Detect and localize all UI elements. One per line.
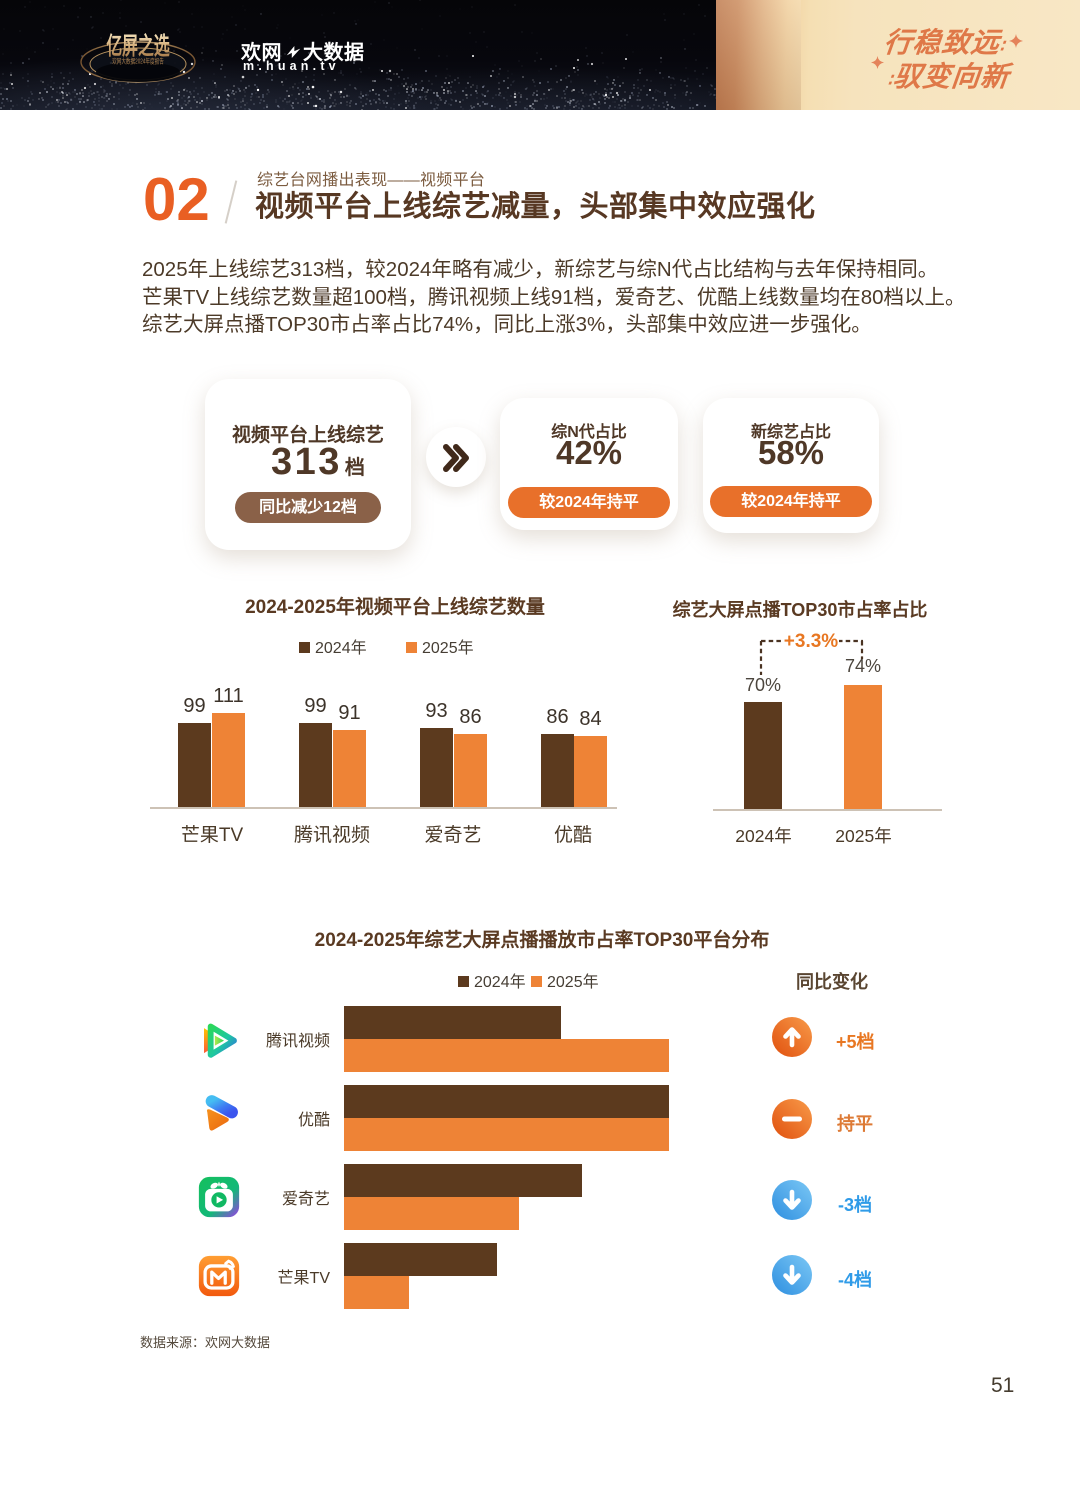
svg-text:亿屏之选: 亿屏之选 (106, 32, 170, 60)
svg-text:欢网大数据2024年度报告: 欢网大数据2024年度报告 (112, 56, 164, 65)
